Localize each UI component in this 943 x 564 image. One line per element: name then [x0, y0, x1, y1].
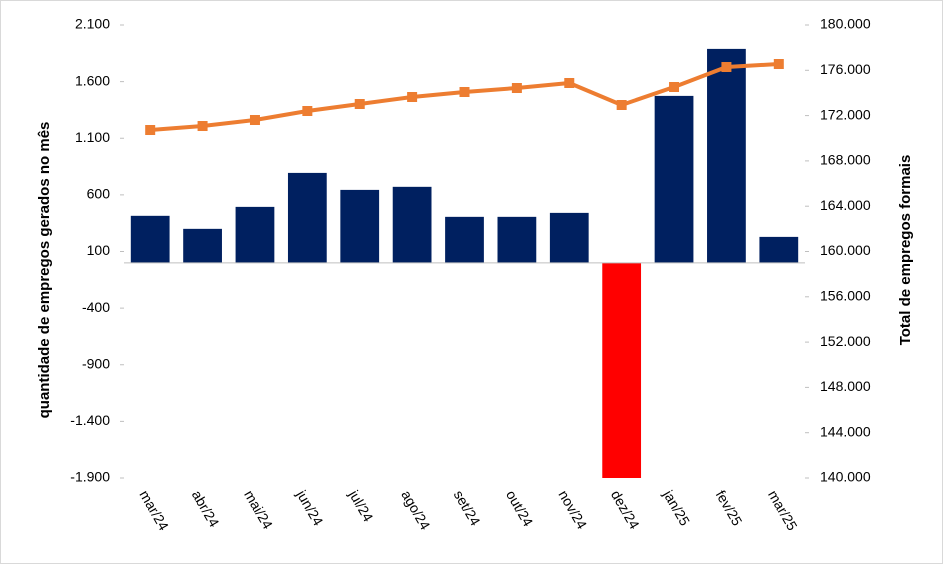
- bar: [445, 216, 484, 263]
- bar: [235, 206, 275, 263]
- y2-axis-title: Total de empregos formais: [897, 155, 914, 346]
- bar: [392, 186, 432, 263]
- y2-tick-label: 140.000: [820, 469, 871, 485]
- y-tick-label: -1.900: [70, 469, 110, 485]
- line-marker: [616, 99, 627, 110]
- line-marker: [302, 106, 313, 117]
- y2-tick-label: 152.000: [820, 333, 871, 349]
- y-tick-label: 1.100: [75, 129, 110, 145]
- y2-tick-label: 148.000: [820, 378, 871, 394]
- bar: [497, 216, 537, 263]
- y2-tick-label: 176.000: [820, 61, 871, 77]
- y2-tick-label: 144.000: [820, 423, 871, 439]
- bar: [602, 262, 642, 478]
- line-marker: [407, 92, 418, 103]
- y-tick-label: 1.600: [75, 72, 110, 88]
- y2-tick-label: 172.000: [820, 106, 871, 122]
- bar: [183, 228, 222, 263]
- line-marker: [721, 62, 732, 73]
- line-marker: [669, 82, 680, 93]
- y-tick-label: -900: [82, 355, 110, 371]
- line-marker: [511, 83, 522, 94]
- line-marker: [459, 86, 470, 97]
- line-marker: [249, 115, 260, 126]
- bar: [654, 95, 694, 263]
- y2-tick-label: 180.000: [820, 16, 871, 32]
- line-marker: [354, 99, 365, 110]
- y-tick-label: 2.100: [75, 16, 110, 32]
- y-tick-label: -400: [82, 299, 110, 315]
- y2-tick-label: 168.000: [820, 152, 871, 168]
- bar: [549, 212, 589, 263]
- y2-tick-label: 164.000: [820, 197, 871, 213]
- bar: [340, 189, 380, 263]
- bar: [707, 48, 746, 263]
- line-marker: [197, 121, 208, 132]
- line-marker: [145, 125, 156, 136]
- line-marker: [564, 77, 575, 88]
- y-tick-label: 100: [87, 242, 111, 258]
- bar: [287, 172, 327, 263]
- y2-tick-label: 156.000: [820, 288, 871, 304]
- line-marker: [773, 59, 784, 70]
- bar: [130, 215, 170, 263]
- y-tick-label: 600: [87, 186, 111, 202]
- bar: [759, 236, 799, 263]
- y-axis-title: quantidade de empregos gerados no mês: [36, 122, 53, 419]
- y-tick-label: -1.400: [70, 412, 110, 428]
- y2-tick-label: 160.000: [820, 242, 871, 258]
